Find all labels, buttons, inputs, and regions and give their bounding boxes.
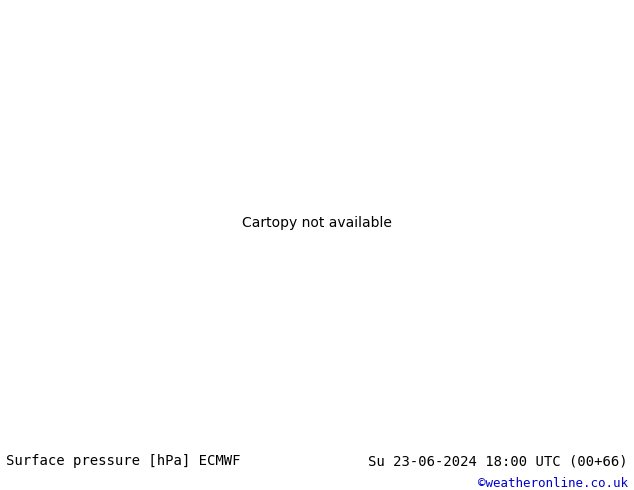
Text: Surface pressure [hPa] ECMWF: Surface pressure [hPa] ECMWF — [6, 454, 241, 468]
Text: Cartopy not available: Cartopy not available — [242, 216, 392, 230]
Text: Su 23-06-2024 18:00 UTC (00+66): Su 23-06-2024 18:00 UTC (00+66) — [368, 454, 628, 468]
Text: ©weatheronline.co.uk: ©weatheronline.co.uk — [477, 477, 628, 490]
